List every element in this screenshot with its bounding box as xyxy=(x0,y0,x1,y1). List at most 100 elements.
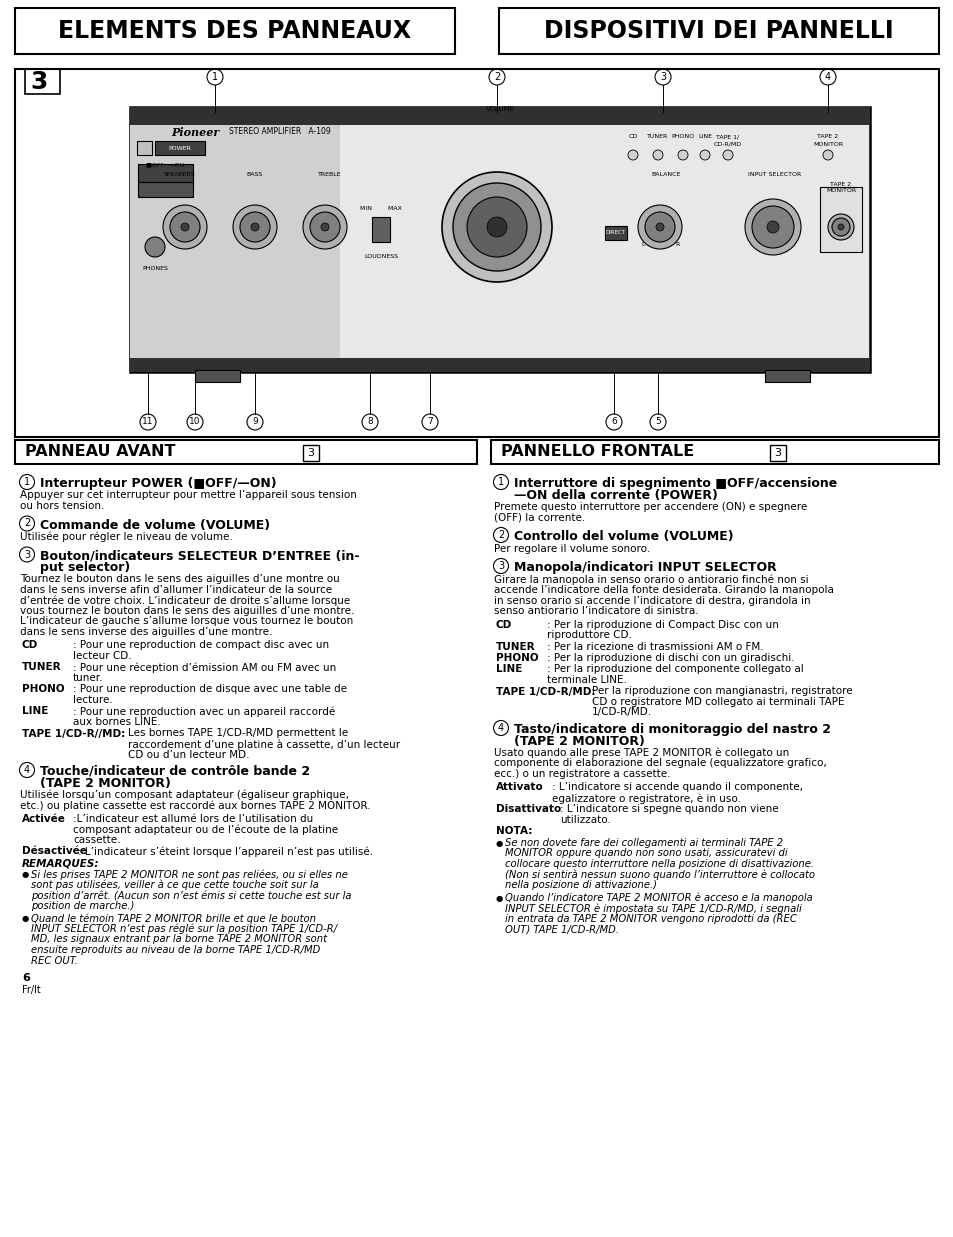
Text: position d’arrêt. (Aucun son n’est émis si cette touche est sur la: position d’arrêt. (Aucun son n’est émis … xyxy=(30,891,351,901)
Circle shape xyxy=(310,212,339,242)
Text: Quand le témoin TAPE 2 MONITOR brille et que le bouton: Quand le témoin TAPE 2 MONITOR brille et… xyxy=(30,913,315,924)
Text: ensuite reproduits au niveau de la borne TAPE 1/CD-R/MD: ensuite reproduits au niveau de la borne… xyxy=(30,945,320,955)
Text: 3: 3 xyxy=(774,448,781,458)
Text: CD-R/MD: CD-R/MD xyxy=(713,141,741,146)
Text: Fr/lt: Fr/lt xyxy=(22,985,41,995)
Bar xyxy=(194,370,240,382)
Text: NOTA:: NOTA: xyxy=(496,826,532,836)
Circle shape xyxy=(163,205,207,249)
Circle shape xyxy=(240,212,270,242)
Text: riproduttore CD.: riproduttore CD. xyxy=(546,630,631,640)
Text: PHONES: PHONES xyxy=(142,266,168,271)
Text: Les bornes TAPE 1/CD-R/MD permettent le: Les bornes TAPE 1/CD-R/MD permettent le xyxy=(128,729,348,738)
Text: INPUT SELECTOR n’est pas réglé sur la position TAPE 1/CD-R/: INPUT SELECTOR n’est pas réglé sur la po… xyxy=(30,924,336,934)
Text: TAPE 1/: TAPE 1/ xyxy=(716,135,739,140)
Text: egalizzatore o registratore, è in uso.: egalizzatore o registratore, è in uso. xyxy=(552,793,740,804)
Text: 4: 4 xyxy=(24,764,30,776)
Text: Girare la manopola in senso orario o antiorario finché non si: Girare la manopola in senso orario o ant… xyxy=(494,574,808,585)
Text: BASS: BASS xyxy=(247,172,263,177)
Text: : Pour une reproduction avec un appareil raccordé: : Pour une reproduction avec un appareil… xyxy=(73,706,335,717)
Text: ecc.) o un registratore a cassette.: ecc.) o un registratore a cassette. xyxy=(494,769,670,779)
Text: 5: 5 xyxy=(655,418,660,427)
Text: 1: 1 xyxy=(212,72,218,82)
Bar xyxy=(15,7,455,54)
Text: MONITOR: MONITOR xyxy=(812,141,842,146)
Text: —ON della corrente (POWER): —ON della corrente (POWER) xyxy=(514,489,717,501)
Circle shape xyxy=(627,150,638,160)
Text: tuner.: tuner. xyxy=(73,673,103,683)
Text: 2: 2 xyxy=(494,72,499,82)
Text: cassette.: cassette. xyxy=(73,835,120,845)
Text: R: R xyxy=(675,241,679,246)
Bar xyxy=(764,370,809,382)
Bar xyxy=(25,69,60,94)
Text: (TAPE 2 MONITOR): (TAPE 2 MONITOR) xyxy=(514,735,644,747)
Text: Pioneer: Pioneer xyxy=(171,126,219,137)
Text: ●: ● xyxy=(22,871,30,880)
Text: accende l’indicatore della fonte desiderata. Girando la manopola: accende l’indicatore della fonte desider… xyxy=(494,585,833,595)
Text: CD: CD xyxy=(22,641,38,651)
Text: : Per la riproduzione del componente collegato al: : Per la riproduzione del componente col… xyxy=(546,664,803,674)
Text: 10: 10 xyxy=(189,418,200,427)
Text: 1/CD-R/MD.: 1/CD-R/MD. xyxy=(592,708,652,717)
Circle shape xyxy=(827,214,853,240)
Bar xyxy=(820,187,862,252)
Text: DIRECT: DIRECT xyxy=(605,230,625,235)
Text: 3: 3 xyxy=(659,72,665,82)
Text: d’entrée de votre choix. L’indicateur de droite s’allume lorsque: d’entrée de votre choix. L’indicateur de… xyxy=(20,595,350,606)
Text: TAPE 1/CD-R//MD:: TAPE 1/CD-R//MD: xyxy=(22,729,125,738)
Text: TUNER: TUNER xyxy=(496,642,535,652)
Text: 4: 4 xyxy=(497,722,503,734)
Text: Interrupteur POWER (■OFF/—ON): Interrupteur POWER (■OFF/—ON) xyxy=(40,477,276,490)
Text: SPEAKERS: SPEAKERS xyxy=(164,172,195,177)
Text: 3: 3 xyxy=(30,71,48,94)
Text: : Per la riproduzione di dischi con un giradischi.: : Per la riproduzione di dischi con un g… xyxy=(546,653,794,663)
Text: Utilisée pour régler le niveau de volume.: Utilisée pour régler le niveau de volume… xyxy=(20,532,233,543)
Text: aux bornes LINE.: aux bornes LINE. xyxy=(73,717,161,727)
Text: Se non dovete fare dei collegamenti ai terminali TAPE 2: Se non dovete fare dei collegamenti ai t… xyxy=(504,837,782,849)
Text: 7: 7 xyxy=(427,418,433,427)
Text: Premete questo interruttore per accendere (ON) e spegnere: Premete questo interruttore per accender… xyxy=(494,502,806,512)
Text: 3: 3 xyxy=(24,549,30,559)
Text: Tasto/indicatore di monitoraggio del nastro 2: Tasto/indicatore di monitoraggio del nas… xyxy=(514,722,830,736)
Text: Per regolare il volume sonoro.: Per regolare il volume sonoro. xyxy=(494,543,650,553)
Circle shape xyxy=(486,216,506,238)
Text: Touche/indicateur de contrôle bande 2: Touche/indicateur de contrôle bande 2 xyxy=(40,764,310,778)
Circle shape xyxy=(453,183,540,271)
Text: ●: ● xyxy=(496,839,503,849)
Text: : L’indicatore si accende quando il componente,: : L’indicatore si accende quando il comp… xyxy=(552,783,802,793)
Text: etc.) ou platine cassette est raccordé aux bornes TAPE 2 MONITOR.: etc.) ou platine cassette est raccordé a… xyxy=(20,800,370,811)
Circle shape xyxy=(170,212,200,242)
Circle shape xyxy=(303,205,347,249)
Text: CD: CD xyxy=(628,135,637,140)
Text: PANNELLO FRONTALE: PANNELLO FRONTALE xyxy=(500,444,694,459)
Bar xyxy=(491,440,938,464)
Text: TAPE 2: TAPE 2 xyxy=(817,135,838,140)
Text: INPUT SELECTOR è impostata su TAPE 1/CD-R/MD, i segnali: INPUT SELECTOR è impostata su TAPE 1/CD-… xyxy=(504,903,801,913)
Text: TUNER: TUNER xyxy=(22,663,62,673)
Text: componente di elaborazione del segnale (equalizzatore grafico,: componente di elaborazione del segnale (… xyxy=(494,758,826,768)
Bar xyxy=(154,141,205,155)
Text: Per la riproduzione con mangianastri, registratore: Per la riproduzione con mangianastri, re… xyxy=(592,687,852,696)
Text: nella posizione di attivazione.): nella posizione di attivazione.) xyxy=(504,880,657,889)
Bar xyxy=(130,106,869,372)
Text: : L’indicatore si spegne quando non viene: : L’indicatore si spegne quando non vien… xyxy=(559,804,778,814)
Text: L’indicateur de gauche s’allume lorsque vous tournez le bouton: L’indicateur de gauche s’allume lorsque … xyxy=(20,616,353,626)
Circle shape xyxy=(700,150,709,160)
Text: in senso orario si accende l’indicatore di destra, girandola in: in senso orario si accende l’indicatore … xyxy=(494,595,810,605)
Text: : Per la riproduzione di Compact Disc con un: : Per la riproduzione di Compact Disc co… xyxy=(546,620,778,630)
Circle shape xyxy=(320,223,329,231)
Text: in entrata da TAPE 2 MONITOR vengono riprodotti da (REC: in entrata da TAPE 2 MONITOR vengono rip… xyxy=(504,913,796,924)
Text: composant adaptateur ou de l’écoute de la platine: composant adaptateur ou de l’écoute de l… xyxy=(73,825,337,835)
Text: Interruttore di spegnimento ■OFF/accensione: Interruttore di spegnimento ■OFF/accensi… xyxy=(514,477,837,490)
Text: dans le sens inverse afin d’allumer l’indicateur de la source: dans le sens inverse afin d’allumer l’in… xyxy=(20,585,332,595)
Text: 6: 6 xyxy=(22,974,30,983)
Circle shape xyxy=(722,150,732,160)
Bar xyxy=(130,357,869,372)
Circle shape xyxy=(181,223,189,231)
Bar xyxy=(15,69,938,437)
Text: :L’indicateur est allumé lors de l’utilisation du: :L’indicateur est allumé lors de l’utili… xyxy=(73,814,313,824)
Text: 2: 2 xyxy=(24,518,30,528)
Text: Commande de volume (VOLUME): Commande de volume (VOLUME) xyxy=(40,518,270,532)
Text: LOUDNESS: LOUDNESS xyxy=(364,255,397,260)
